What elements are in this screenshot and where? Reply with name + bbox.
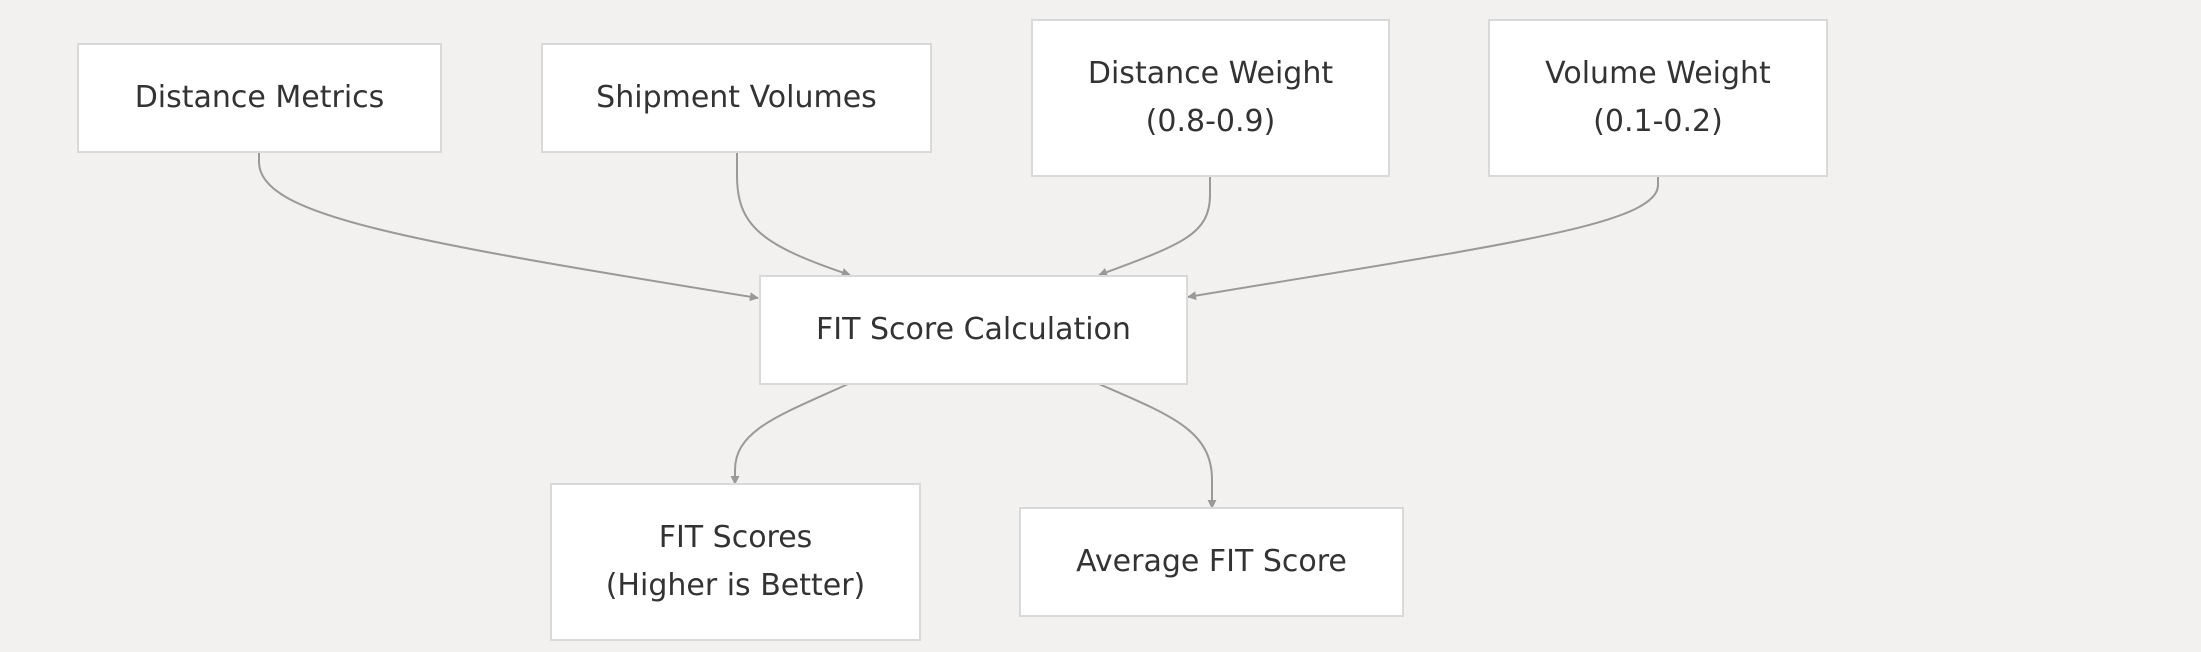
edge-fit-calc-to-fit-scores: [730, 383, 849, 485]
node-fit-score-calculation-label: FIT Score Calculation: [816, 312, 1131, 347]
node-shipment-volumes-label: Shipment Volumes: [596, 80, 877, 115]
edge-fit-calc-to-avg-fit: [1098, 383, 1217, 509]
edge-shipment-volumes-to-fit-calc: [736, 152, 851, 277]
node-distance-metrics: Distance Metrics: [77, 43, 442, 153]
node-distance-weight: Distance Weight (0.8-0.9): [1031, 19, 1390, 177]
node-distance-metrics-label: Distance Metrics: [134, 80, 385, 115]
node-average-fit-score-label: Average FIT Score: [1076, 544, 1347, 579]
edge-distance-metrics-to-fit-calc: [258, 152, 759, 302]
node-fit-scores-label: FIT Scores: [658, 520, 813, 555]
node-volume-weight: Volume Weight (0.1-0.2): [1488, 19, 1828, 177]
node-shipment-volumes: Shipment Volumes: [541, 43, 932, 153]
node-distance-weight-label: Distance Weight: [1087, 56, 1334, 91]
node-distance-weight-range: (0.8-0.9): [1145, 104, 1276, 139]
node-volume-weight-range: (0.1-0.2): [1593, 104, 1723, 139]
node-fit-scores: FIT Scores (Higher is Better): [550, 483, 921, 641]
node-volume-weight-label: Volume Weight: [1545, 56, 1771, 91]
edge-distance-weight-to-fit-calc: [1098, 176, 1211, 277]
edge-volume-weight-to-fit-calc: [1187, 176, 1659, 301]
node-fit-scores-note: (Higher is Better): [605, 568, 866, 603]
node-average-fit-score: Average FIT Score: [1019, 507, 1404, 617]
node-fit-score-calculation: FIT Score Calculation: [759, 275, 1188, 385]
